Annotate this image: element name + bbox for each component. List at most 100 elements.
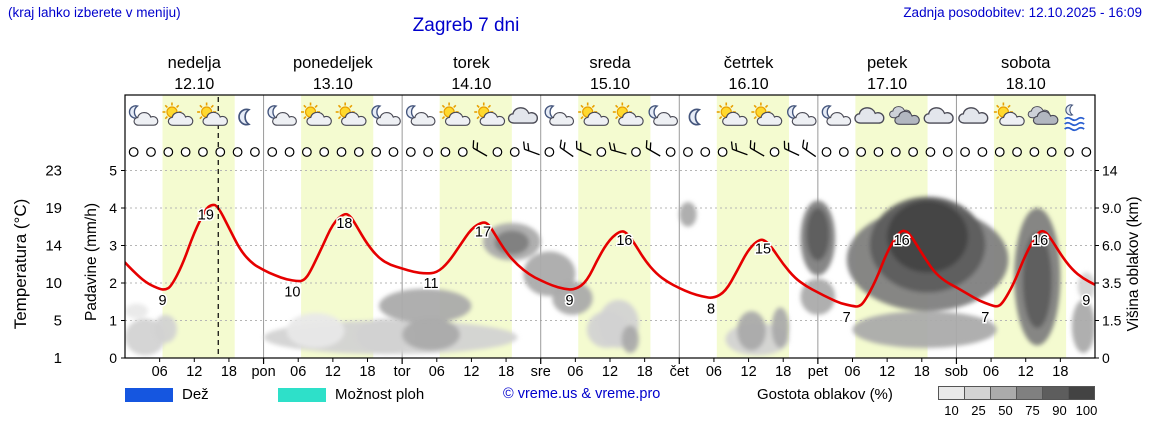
weather-icon-moon-cloud: [405, 105, 436, 126]
cloud-blob: [621, 325, 639, 353]
weather-icon-moon-cloud: [787, 105, 817, 126]
density-swatch-50: [990, 386, 1017, 400]
temperature-label: 16: [616, 233, 632, 249]
hour-label: 18: [914, 364, 930, 380]
weather-icon-cloud: [958, 107, 989, 124]
wind-calm-circle: [838, 147, 849, 157]
temperature-tick-label: 19: [45, 200, 62, 217]
sun-ray: [441, 104, 446, 108]
wind-calm-circle: [908, 147, 919, 157]
moon-icon: [371, 105, 382, 119]
page-title: Zagreb 7 dni: [412, 15, 520, 36]
day-date-label: 17.10: [867, 76, 907, 93]
weather-icon-sun-cloud: [474, 102, 506, 126]
sun-ray: [753, 116, 757, 120]
sun-ray: [753, 104, 757, 108]
precip-tick-label: 5: [109, 163, 117, 179]
hour-label: 18: [775, 364, 791, 380]
temperature-tick-label: 23: [45, 163, 62, 180]
hour-label: 12: [463, 364, 479, 380]
sun-ray: [349, 104, 353, 108]
weather-icon-sun-cloud: [439, 102, 471, 126]
cloud-blob: [679, 202, 697, 227]
wind-calm-circle: [301, 147, 312, 157]
hour-label: 06: [983, 364, 999, 380]
weather-icon-moon: [688, 108, 702, 126]
cloud-height-axis-title: Višina oblakov (km): [1125, 197, 1142, 332]
weather-icon-cloud: [923, 107, 954, 124]
daylight-band: [162, 95, 235, 358]
day-abbr-label: sre: [531, 364, 551, 380]
weather-icon-sun-cloud: [335, 102, 367, 126]
day-abbr-label: čet: [670, 364, 689, 380]
wind-calm-circle: [353, 147, 364, 157]
moon-icon: [648, 105, 659, 119]
wind-calm-circle: [267, 147, 278, 157]
temperature-label: 17: [475, 225, 491, 241]
temperature-label: 9: [1082, 293, 1090, 309]
cloud-blob: [286, 313, 345, 348]
sun-ray: [626, 104, 630, 108]
wind-calm-circle: [1081, 147, 1092, 157]
weather-icon-moon-cloud: [544, 105, 575, 126]
precip-tick-label: 1: [109, 313, 117, 329]
sun-ray: [175, 104, 180, 108]
cloud-icon: [410, 112, 436, 126]
cloud-blob: [552, 281, 593, 315]
cloud-icon: [722, 111, 748, 126]
density-tick-label: 10: [944, 403, 959, 418]
wind-calm-circle: [457, 147, 468, 157]
cloud-height-tick-label: 9.0: [1102, 200, 1122, 216]
sun-ray: [314, 104, 318, 108]
density-tick-label: 90: [1052, 403, 1067, 418]
day-abbr-label: pet: [808, 364, 828, 380]
wind-calm-circle: [388, 147, 399, 157]
sun-ray: [199, 116, 203, 120]
sun-ray: [718, 116, 723, 120]
copyright-link[interactable]: © vreme.us & vreme.pro: [503, 386, 661, 402]
weather-icon-sun-cloud: [716, 102, 748, 126]
wind-calm-circle: [163, 147, 174, 157]
cloud-height-tick-label: 3.5: [1102, 275, 1122, 291]
cloud-icon: [167, 111, 194, 126]
wind-calm-circle: [960, 147, 970, 157]
cloud-blob: [737, 311, 766, 351]
sun-ray: [580, 116, 584, 120]
cloud-icon: [549, 112, 575, 126]
cloud-icon: [653, 112, 679, 126]
wind-barb: [783, 140, 800, 156]
temperature-axis-title: Temperatura (°C): [11, 199, 30, 330]
sun-ray: [591, 104, 595, 108]
hour-label: 12: [602, 364, 618, 380]
day-name-label: nedelja: [168, 54, 222, 72]
moon-icon: [405, 105, 417, 119]
wind-barb: [575, 140, 592, 156]
hour-label: 12: [1018, 364, 1034, 380]
temperature-tick-label: 1: [54, 350, 62, 367]
cloud-blob: [153, 314, 177, 343]
moon-icon: [267, 105, 278, 119]
day-name-label: sobota: [1001, 54, 1051, 72]
precip-axis-title: Padavine (mm/h): [83, 203, 100, 321]
wind-calm-circle: [423, 147, 434, 157]
day-name-label: četrtek: [724, 54, 774, 72]
temperature-label: 16: [1032, 233, 1048, 249]
moon-icon: [544, 105, 555, 119]
density-swatch-25: [964, 386, 991, 400]
density-tick-label: 75: [1025, 403, 1040, 418]
cloud-blob: [852, 311, 997, 348]
hour-label: 12: [325, 364, 341, 380]
wind-calm-circle: [128, 147, 139, 157]
cloud-icon: [756, 111, 783, 126]
day-abbr-label: sob: [945, 364, 968, 380]
weather-icon-dark-cloud: [1027, 106, 1059, 125]
wind-calm-circle: [1012, 147, 1022, 157]
density-tick-label: 50: [998, 403, 1013, 418]
rain-legend-label: Dež: [182, 386, 209, 403]
wind-calm-circle: [371, 147, 382, 157]
last-updated: Zadnja posodobitev: 12.10.2025 - 16:09: [903, 5, 1142, 20]
weather-icon-sun-cloud: [197, 102, 228, 126]
wind-calm-circle: [769, 147, 780, 157]
hour-label: 12: [879, 364, 895, 380]
hour-label: 06: [567, 364, 583, 380]
